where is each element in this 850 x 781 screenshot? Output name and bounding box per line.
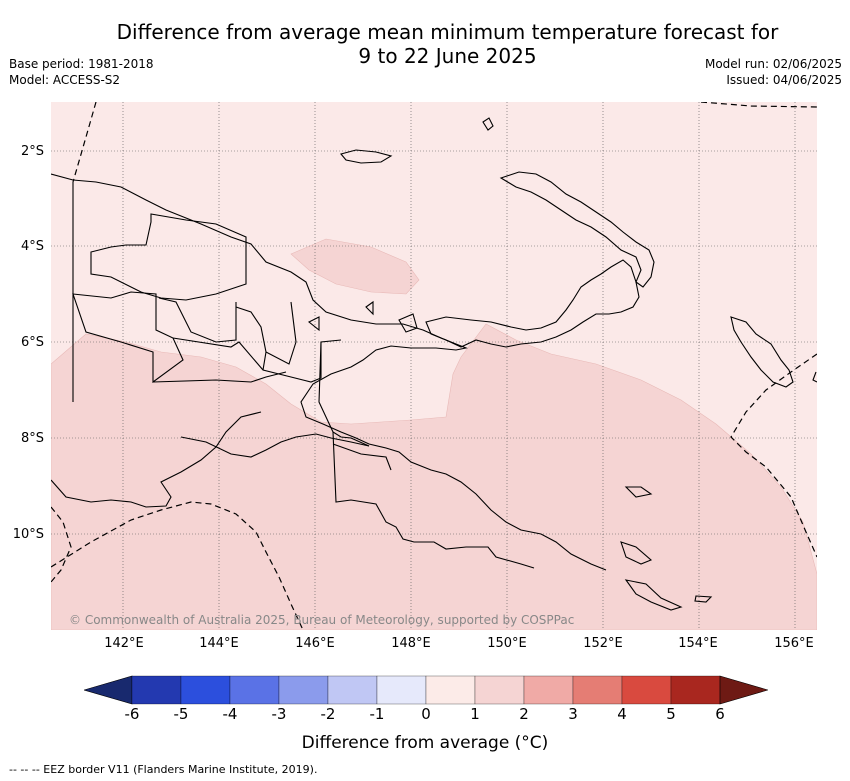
colorbar-tick-label: 6 xyxy=(715,705,725,723)
colorbar-extend-max xyxy=(719,675,768,705)
anomaly-region-south xyxy=(51,323,817,630)
colorbar-cells xyxy=(84,675,768,705)
colorbar-extend-min xyxy=(84,675,133,705)
colorbar-tick-label: 3 xyxy=(568,705,578,723)
colorbar-tick-label: -2 xyxy=(320,705,336,723)
colorbar-tick-label: -6 xyxy=(124,705,140,723)
copyright-notice: © Commonwealth of Australia 2025, Bureau… xyxy=(69,613,575,627)
lat-label-8s: 8°S xyxy=(20,431,44,446)
colorbar-cell xyxy=(621,675,672,705)
lon-label-146e: 146°E xyxy=(295,636,335,651)
colorbar-cell xyxy=(131,675,182,705)
lon-label-156e: 156°E xyxy=(774,636,814,651)
colorbar-tick-label: 0 xyxy=(421,705,431,723)
colorbar-tick-label: 4 xyxy=(617,705,627,723)
lon-label-142e: 142°E xyxy=(104,636,144,651)
coastline xyxy=(51,117,817,611)
colorbar-cell xyxy=(327,675,378,705)
map-panel xyxy=(51,102,817,630)
eez-footnote: -- -- -- EEZ border V11 (Flanders Marine… xyxy=(9,763,318,776)
lat-label-6s: 6°S xyxy=(20,335,44,350)
anomaly-region-north xyxy=(290,238,420,295)
colorbar-cell xyxy=(572,675,623,705)
colorbar-tick-label: -3 xyxy=(271,705,287,723)
colorbar-cell xyxy=(229,675,280,705)
lat-label-10s: 10°S xyxy=(12,527,44,542)
meta-right: Model run: 02/06/2025 Issued: 04/06/2025 xyxy=(705,56,842,88)
lon-label-150e: 150°E xyxy=(487,636,527,651)
colorbar-tick-label: 1 xyxy=(470,705,480,723)
colorbar-tick-label: 5 xyxy=(666,705,676,723)
lon-label-144e: 144°E xyxy=(199,636,239,651)
colorbar-tick-label: 2 xyxy=(519,705,529,723)
page-title: Difference from average mean minimum tem… xyxy=(0,20,850,68)
colorbar-cell xyxy=(376,675,427,705)
gridlines xyxy=(51,102,817,630)
model-name: Model: ACCESS-S2 xyxy=(9,73,121,87)
title-line-1: Difference from average mean minimum tem… xyxy=(116,20,779,44)
eez-borders xyxy=(51,102,817,630)
colorbar-cell xyxy=(180,675,231,705)
colorbar-tick-label: -5 xyxy=(173,705,189,723)
colorbar-cell xyxy=(523,675,574,705)
lat-label-2s: 2°S xyxy=(20,144,44,159)
colorbar-cell xyxy=(670,675,721,705)
lon-label-154e: 154°E xyxy=(678,636,718,651)
meta-left: Base period: 1981-2018 Model: ACCESS-S2 xyxy=(9,56,154,88)
colorbar-tick-label: -4 xyxy=(222,705,238,723)
model-run: Model run: 02/06/2025 xyxy=(704,57,842,71)
colorbar-cell xyxy=(474,675,525,705)
base-period: Base period: 1981-2018 xyxy=(9,57,154,71)
colorbar-tick-label: -1 xyxy=(369,705,385,723)
colorbar xyxy=(84,675,768,705)
colorbar-cell xyxy=(278,675,329,705)
colorbar-label: Difference from average (°C) xyxy=(301,733,549,753)
issued-date: Issued: 04/06/2025 xyxy=(726,73,842,87)
colorbar-cell xyxy=(425,675,476,705)
lon-label-148e: 148°E xyxy=(391,636,431,651)
lat-label-4s: 4°S xyxy=(20,239,44,254)
title-line-2: 9 to 22 June 2025 xyxy=(358,44,537,68)
lon-label-152e: 152°E xyxy=(583,636,623,651)
